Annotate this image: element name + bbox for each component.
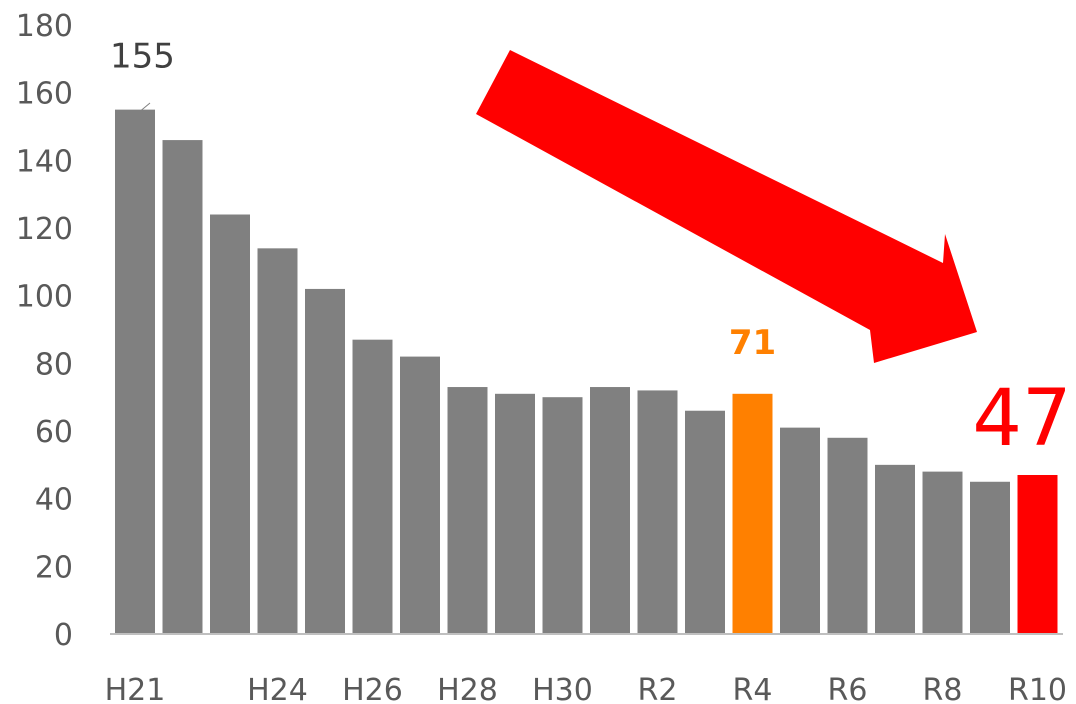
y-axis-ticks: 0 20 40 60 80 100 120 140 160 180: [16, 9, 73, 653]
bar-h26: [352, 339, 393, 634]
x-tick-label: H30: [532, 673, 593, 704]
x-tick-label: R6: [828, 673, 868, 704]
bar-r9: [970, 481, 1010, 634]
bar-h25: [305, 288, 345, 634]
x-tick-label: R10: [1008, 673, 1067, 704]
x-axis-ticks: H21 H24 H26 H28 H30 R2 R4 R6 R8 R10: [105, 673, 1067, 704]
annotations-group: 155 71 47: [110, 37, 1072, 464]
y-tick-label: 140: [16, 144, 73, 179]
x-tick-label: R2: [638, 673, 678, 704]
bar-r2: [637, 390, 678, 634]
x-tick-label: R8: [923, 673, 963, 704]
bar-h21: [115, 109, 155, 634]
bar-h29: [495, 393, 535, 634]
bar-r4: [732, 393, 773, 634]
x-tick-label: R4: [733, 673, 773, 704]
x-tick-label: H21: [105, 673, 166, 704]
annotation-h21: 155: [110, 37, 175, 77]
y-tick-label: 0: [54, 618, 73, 653]
y-tick-label: 160: [16, 77, 73, 112]
bar-r10: [1017, 474, 1058, 634]
annotation-r4: 71: [729, 323, 776, 363]
y-tick-label: 60: [35, 415, 73, 450]
trend-arrow: [476, 50, 977, 363]
bar-r6: [827, 437, 868, 634]
bar-r7: [875, 464, 915, 634]
bar-h22: [162, 140, 203, 634]
y-tick-label: 80: [35, 347, 73, 382]
y-tick-label: 20: [35, 550, 73, 585]
x-tick-label: H24: [247, 673, 308, 704]
bar-h30: [542, 397, 583, 634]
y-tick-label: 40: [35, 483, 73, 518]
y-tick-label: 180: [16, 9, 73, 44]
x-tick-label: H28: [437, 673, 498, 704]
bar-h28: [447, 387, 488, 634]
bars-group: [115, 109, 1058, 634]
bar-h31: [590, 387, 630, 634]
bar-h24: [257, 248, 298, 634]
y-tick-label: 120: [16, 212, 73, 247]
bar-r5: [780, 427, 820, 634]
bar-r8: [922, 471, 963, 634]
y-tick-label: 100: [16, 280, 73, 315]
x-tick-label: H26: [342, 673, 403, 704]
bar-h23: [210, 214, 250, 634]
h21-leader-line: [137, 102, 151, 114]
annotation-r10: 47: [972, 374, 1071, 464]
bar-r3: [685, 410, 725, 634]
bar-h27: [400, 356, 440, 634]
